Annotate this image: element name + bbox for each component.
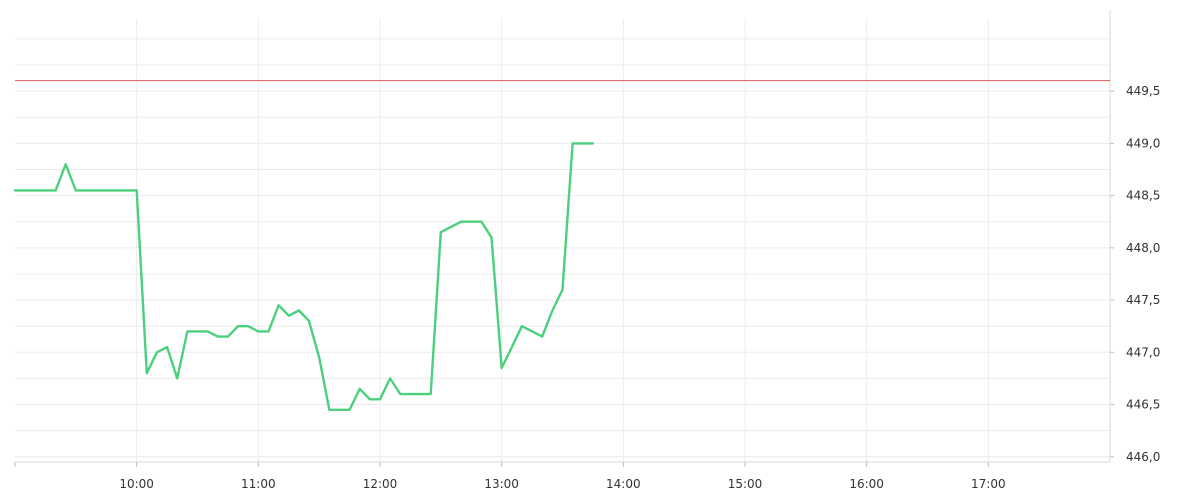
x-tick-label: 12:00 bbox=[363, 477, 398, 491]
x-tick-label: 14:00 bbox=[606, 477, 641, 491]
y-tick-label: 449,5 bbox=[1126, 84, 1160, 98]
x-tick-label: 16:00 bbox=[849, 477, 884, 491]
series-layer bbox=[13, 142, 595, 411]
y-tick-label: 447,0 bbox=[1126, 345, 1160, 359]
grid bbox=[15, 18, 1110, 462]
y-tick-label: 448,0 bbox=[1126, 241, 1160, 255]
x-tick-label: 15:00 bbox=[728, 477, 763, 491]
x-tick-label: 13:00 bbox=[484, 477, 519, 491]
y-tick-label: 446,5 bbox=[1126, 398, 1160, 412]
x-tick-label: 11:00 bbox=[241, 477, 276, 491]
tick-labels: 446,0 446,5 447,0 447,5 448,0 448,5 449,0 449,5… bbox=[119, 84, 1160, 491]
x-tick-label: 10:00 bbox=[119, 477, 154, 491]
y-tick-label: 447,5 bbox=[1126, 293, 1160, 307]
y-tick-label: 446,0 bbox=[1126, 450, 1160, 464]
x-tick-label: 17:00 bbox=[971, 477, 1006, 491]
price-series-line bbox=[13, 142, 595, 411]
y-tick-label: 449,0 bbox=[1126, 136, 1160, 150]
y-tick-label: 448,5 bbox=[1126, 189, 1160, 203]
axes bbox=[14, 10, 1114, 467]
